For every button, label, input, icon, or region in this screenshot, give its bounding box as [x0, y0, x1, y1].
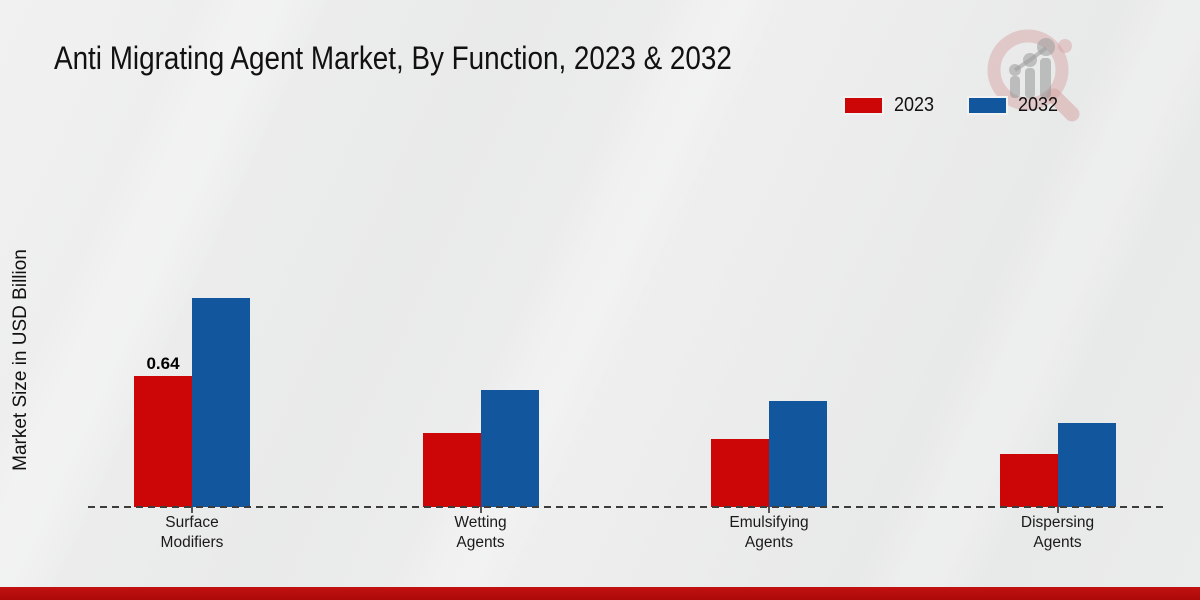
category-label-wetting-agents: Wetting Agents: [454, 514, 507, 551]
footer-accent-bar: [0, 587, 1200, 600]
bar-2023-wetting-agents: [422, 433, 481, 507]
category-label-emulsifying-agents: Emulsifying Agents: [729, 514, 809, 551]
legend-item-2023: 2023: [843, 94, 939, 117]
brand-logo-icon: [987, 29, 1080, 122]
x-axis-tick-wetting-agents: [479, 507, 482, 513]
bar-2023-dispersing-agents: [999, 454, 1058, 507]
legend-item-2032: 2032: [966, 94, 1063, 117]
chart-title: Anti Migrating Agent Market, By Function…: [54, 40, 732, 76]
x-axis-tick-dispersing-agents: [1056, 507, 1059, 513]
category-label-dispersing-agents: Dispersing Agents: [1020, 514, 1095, 551]
legend-swatch-2023: [843, 96, 884, 115]
bar-value-label-surface-modifiers: 0.64: [146, 354, 180, 373]
bar-2032-wetting-agents: [480, 390, 539, 507]
x-axis-baseline: [88, 506, 1163, 508]
bar-2032-surface-modifiers: [192, 298, 250, 507]
legend-label-2032: 2032: [1017, 94, 1058, 116]
bar-2032-dispersing-agents: [1057, 423, 1116, 507]
legend-label-2023: 2023: [894, 94, 935, 116]
x-axis-tick-emulsifying-agents: [768, 507, 770, 513]
bar-2032-emulsifying-agents: [769, 401, 827, 507]
bar-2023-emulsifying-agents: [711, 439, 769, 507]
legend-swatch-2032: [966, 96, 1008, 115]
x-axis-tick-surface-modifiers: [191, 507, 193, 513]
category-label-surface-modifiers: Surface Modifiers: [160, 514, 224, 551]
bar-2023-surface-modifiers: [134, 376, 192, 507]
legend: 2023 2032: [843, 94, 1062, 117]
